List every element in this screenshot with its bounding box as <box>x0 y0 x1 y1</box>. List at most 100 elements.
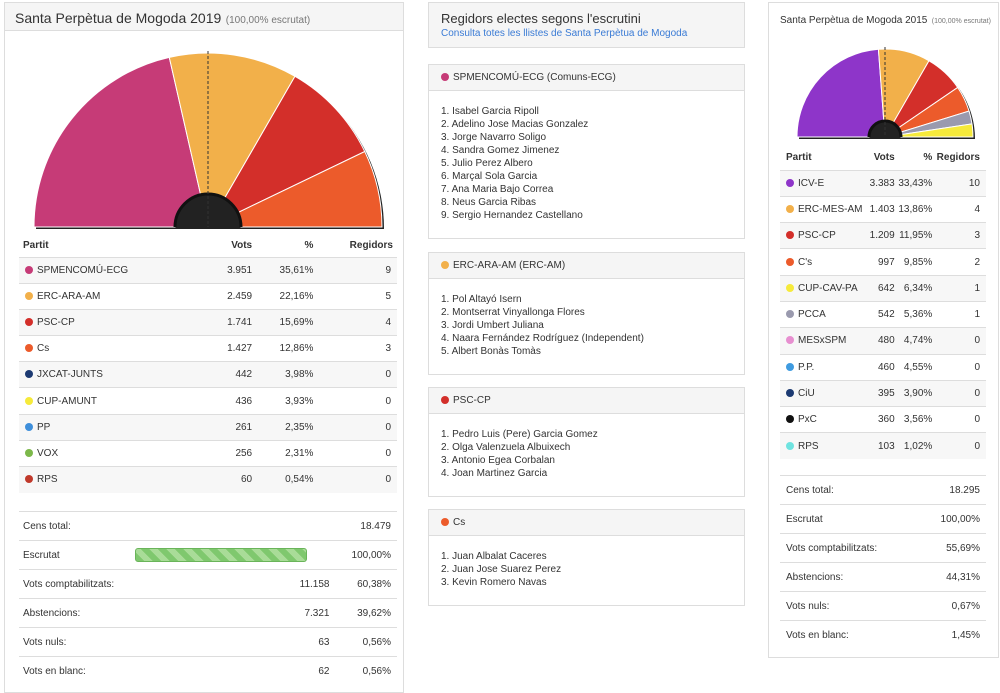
stat-label: Vots comptabilitzats: <box>780 533 920 563</box>
party-color-dot <box>786 204 794 213</box>
stat-value: 100,00% <box>919 504 986 534</box>
party-seats: 0 <box>974 440 980 452</box>
party-pct: 15,69% <box>279 316 314 328</box>
councillor-item: 5. Julio Perez Albero <box>441 158 533 169</box>
party-votes: 460 <box>877 361 895 373</box>
party-color-dot <box>786 362 794 371</box>
stat-row: Vots nuls: 0,67% <box>780 591 986 621</box>
party-color-dot <box>786 441 794 450</box>
party-row: C's 997 9,85% 2 <box>780 248 986 275</box>
scrutiny-stats-table: Cens total: 18.295 Escrutat 100,00% Vots com… <box>780 475 986 649</box>
seats-2015-segment-0 <box>796 48 885 138</box>
party-color-dot <box>25 396 33 405</box>
councillor-list: 1. Pol Altayó Isern 2. Montserrat Vinyall… <box>441 293 644 358</box>
party-votes: 997 <box>877 256 895 268</box>
party-name: VOX <box>37 447 59 459</box>
col-seats: Regidors <box>349 240 393 252</box>
party-votes: 395 <box>877 388 895 400</box>
councillor-item: 4. Joan Martinez Garcia <box>441 468 548 479</box>
party-name: P.P. <box>798 361 815 373</box>
councillor-item: 3. Jorge Navarro Soligo <box>441 132 547 143</box>
party-row: Cs 1.427 12,86% 3 <box>19 335 397 362</box>
party-name: C's <box>798 256 813 268</box>
councillor-item: 2. Juan Jose Suarez Perez <box>441 564 562 575</box>
stat-value: 44,31% <box>919 562 986 592</box>
party-votes: 3.383 <box>869 177 895 189</box>
party-row: JXCAT-JUNTS 442 3,98% 0 <box>19 361 397 388</box>
party-votes: 60 <box>241 474 253 486</box>
councillor-item: 6. Marçal Sola Garcia <box>441 171 538 182</box>
stat-value: 1,45% <box>919 620 986 649</box>
party-color-dot <box>25 370 33 379</box>
party-row: PP 261 2,35% 0 <box>19 414 397 441</box>
col-votes: Vots <box>873 152 895 164</box>
party-seats: 0 <box>385 395 391 407</box>
col-party: Partit <box>23 240 49 252</box>
col-pct: % <box>304 240 314 252</box>
councillor-item: 9. Sergio Hernandez Castellano <box>441 210 583 221</box>
party-pct: 3,56% <box>903 414 933 426</box>
col-seats: Regidors <box>936 152 980 164</box>
party-color-dot <box>441 396 449 404</box>
results-2015-panel: Santa Perpètua de Mogoda 2015 (100,00% e… <box>768 2 999 658</box>
party-row: CiU 395 3,90% 0 <box>780 380 986 407</box>
party-pct: 22,16% <box>279 290 314 302</box>
party-color-dot <box>786 257 794 266</box>
party-row: SPMENCOMÚ-ECG 3.951 35,61% 9 <box>19 257 397 284</box>
panel-title: Santa Perpètua de Mogoda 2015 <box>780 15 928 26</box>
party-group-header: ERC-ARA-AM (ERC-AM) <box>429 253 744 279</box>
party-group-header: PSC-CP <box>429 388 744 414</box>
table-header-row: Partit Vots % Regidors <box>19 235 397 257</box>
elected-councillors-header-panel: Regidors electes segons l'escrutini Cons… <box>428 2 745 48</box>
party-pct: 0,54% <box>285 474 314 486</box>
councillor-item: 4. Naara Fernández Rodríguez (Independen… <box>441 333 644 344</box>
panel-subtitle: (100,00% escrutat) <box>931 18 991 25</box>
stat-label: Escrutat <box>780 504 920 534</box>
stat-label: Abstencions: <box>780 562 920 592</box>
party-row: MESxSPM 480 4,74% 0 <box>780 327 986 355</box>
party-pct: 4,55% <box>903 361 933 373</box>
all-lists-link[interactable]: Consulta totes les llistes de Santa Perp… <box>441 28 688 39</box>
party-name: CiU <box>798 388 815 400</box>
party-color-dot <box>25 422 33 431</box>
party-color-dot <box>786 415 794 424</box>
col-party: Partit <box>786 152 812 164</box>
party-pct: 3,90% <box>903 388 933 400</box>
party-pct: 12,86% <box>279 343 314 355</box>
party-row: ICV-E 3.383 33,43% 10 <box>780 170 986 197</box>
councillor-item: 7. Ana Maria Bajo Correa <box>441 184 554 195</box>
party-seats: 0 <box>385 421 391 433</box>
party-row: ERC-ARA-AM 2.459 22,16% 5 <box>19 283 397 309</box>
stat-label: Cens total: <box>780 475 920 505</box>
party-votes: 442 <box>235 369 253 381</box>
party-votes: 480 <box>877 335 895 347</box>
party-pct: 11,95% <box>899 230 933 242</box>
party-color-dot <box>786 231 794 240</box>
party-name: PxC <box>798 414 817 426</box>
party-votes: 1.427 <box>227 343 253 355</box>
party-name: ERC-MES-AM <box>798 203 863 215</box>
councillor-item: 1. Pedro Luis (Pere) Garcia Gomez <box>441 429 598 440</box>
stat-row: Abstencions: 7.321 39,62% <box>19 598 397 628</box>
party-color-dot <box>25 291 33 300</box>
party-row: ERC-MES-AM 1.403 13,86% 4 <box>780 196 986 222</box>
party-seats: 0 <box>385 447 391 459</box>
party-seats: 3 <box>385 343 391 355</box>
party-group-name: ERC-ARA-AM (ERC-AM) <box>453 260 566 271</box>
party-color-dot <box>441 261 449 269</box>
councillor-item: 8. Neus Garcia Ribas <box>441 197 537 208</box>
table-header-row: Partit Vots % Regidors <box>780 146 986 170</box>
party-votes: 261 <box>235 421 253 433</box>
stat-label: Vots en blanc: <box>780 620 920 649</box>
party-seats: 5 <box>385 290 391 302</box>
party-color-dot <box>441 73 449 81</box>
party-group-card: Cs 1. Juan Albalat Caceres 2. Juan Jose Su… <box>428 509 745 606</box>
councillor-item: 4. Sandra Gomez Jimenez <box>441 145 560 156</box>
party-seats: 0 <box>385 474 391 486</box>
party-seats: 4 <box>385 316 391 328</box>
party-row: PCCA 542 5,36% 1 <box>780 301 986 327</box>
party-group-card: SPMENCOMÚ-ECG (Comuns-ECG) 1. Isabel Garc… <box>428 64 745 239</box>
councillor-item: 2. Adelino Jose Macias Gonzalez <box>441 119 589 130</box>
party-name: ICV-E <box>798 177 825 189</box>
party-group-name: SPMENCOMÚ-ECG (Comuns-ECG) <box>453 72 616 83</box>
